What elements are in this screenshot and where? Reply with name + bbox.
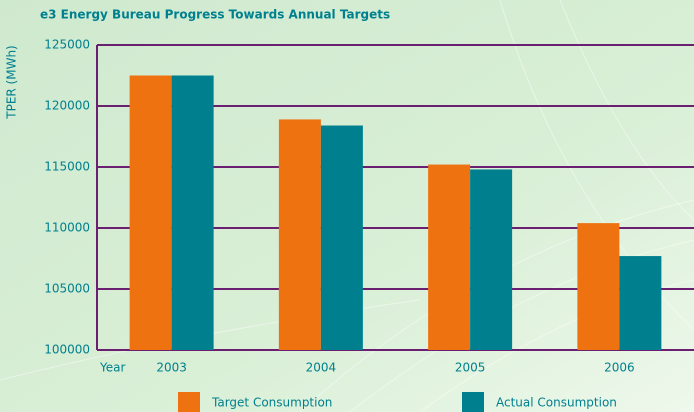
y-tick-label: 120000 [44,99,90,113]
x-axis-label: Year [99,361,125,375]
x-tick-label: 2006 [604,361,635,375]
y-tick-label: 100000 [44,343,90,357]
bar [278,119,321,350]
y-axis-label: TPER (MWh) [5,45,19,120]
y-tick-label: 105000 [44,282,90,296]
bar [320,125,363,351]
bar [470,169,513,350]
x-tick-label: 2004 [306,361,337,375]
legend-label: Actual Consumption [496,396,617,410]
bar [171,75,214,350]
y-tick-label: 115000 [44,160,90,174]
x-tick-label: 2003 [156,361,187,375]
x-tick-label: 2005 [455,361,486,375]
y-tick-label: 125000 [44,38,90,52]
legend-swatch [178,392,200,412]
chart-title: e3 Energy Bureau Progress Towards Annual… [40,8,390,22]
legend-label: Target Consumption [211,396,332,410]
bar [577,223,620,350]
legend-swatch [462,392,484,412]
y-tick-label: 110000 [44,221,90,235]
bar [619,256,662,350]
bar [129,75,172,350]
bar [428,164,471,350]
